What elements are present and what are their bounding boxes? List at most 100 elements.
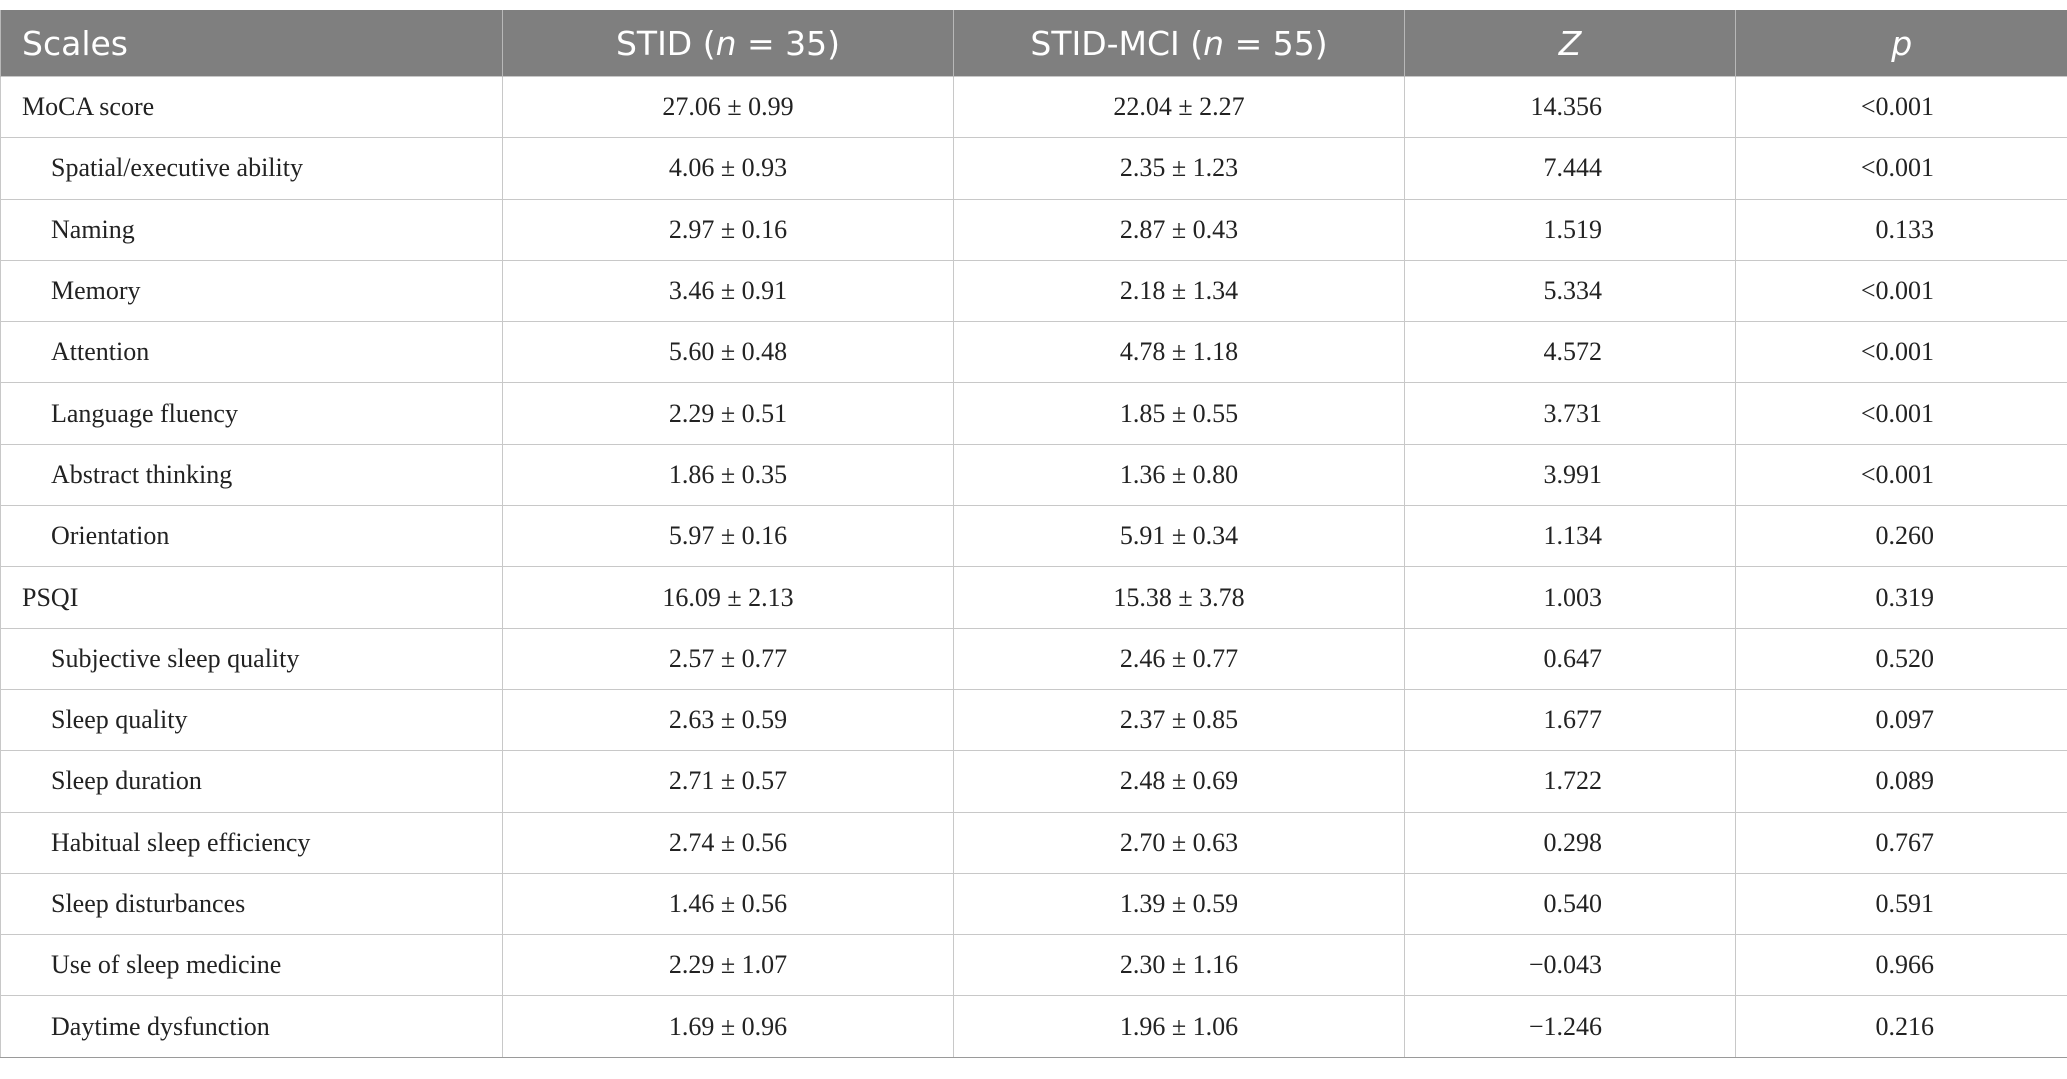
item-row: Subjective sleep quality 2.57 ± 0.77 2.46 … <box>0 627 2067 690</box>
cell: 0.540 <box>1404 872 1736 936</box>
cell: <0.001 <box>1735 259 2067 323</box>
row-label: MoCA score <box>0 75 503 139</box>
cell: 0.647 <box>1404 627 1736 690</box>
cell: 1.36 ± 0.80 <box>953 443 1405 507</box>
cell: 1.722 <box>1404 750 1736 813</box>
cell: 4.78 ± 1.18 <box>953 321 1405 384</box>
cell: 2.63 ± 0.59 <box>502 688 954 752</box>
header-cell: STID (n = 35) <box>502 10 954 77</box>
header-text: n <box>1203 23 1225 63</box>
row-label: Naming <box>0 198 503 261</box>
cell: 3.46 ± 0.91 <box>502 259 954 323</box>
row-label: Attention <box>0 321 503 384</box>
cell: 1.85 ± 0.55 <box>953 382 1405 445</box>
cell: <0.001 <box>1735 382 2067 445</box>
header-text: = 55) <box>1224 23 1328 63</box>
cell: 3.991 <box>1404 443 1736 507</box>
cell: 16.09 ± 2.13 <box>502 566 954 629</box>
row-label: Sleep duration <box>0 750 503 813</box>
header-text: STID ( <box>615 23 716 63</box>
cell: 7.444 <box>1404 137 1736 200</box>
cell: 2.29 ± 0.51 <box>502 382 954 445</box>
section-row: PSQI 16.09 ± 2.13 15.38 ± 3.78 1.003 0.319 <box>0 566 2067 629</box>
header-cell: p <box>1735 10 2067 77</box>
row-label: Abstract thinking <box>0 443 503 507</box>
row-label: PSQI <box>0 566 503 629</box>
cell: 1.003 <box>1404 566 1736 629</box>
row-label: Daytime dysfunction <box>0 995 503 1058</box>
cell: 2.70 ± 0.63 <box>953 811 1405 874</box>
cell: 1.134 <box>1404 505 1736 568</box>
cell: 5.60 ± 0.48 <box>502 321 954 384</box>
cell: 0.520 <box>1735 627 2067 690</box>
header-text: = 35) <box>736 23 841 63</box>
header-cell: Z <box>1404 10 1736 77</box>
cell: 5.91 ± 0.34 <box>953 505 1405 568</box>
cell: 2.57 ± 0.77 <box>502 627 954 690</box>
cell: 0.260 <box>1735 505 2067 568</box>
item-row: Sleep duration 2.71 ± 0.57 2.48 ± 0.69 1.72… <box>0 750 2067 813</box>
item-row: Orientation 5.97 ± 0.16 5.91 ± 0.34 1.134 0.… <box>0 505 2067 568</box>
table-body: MoCA score 27.06 ± 0.99 22.04 ± 2.27 14.356… <box>0 75 2067 1058</box>
cell: 1.86 ± 0.35 <box>502 443 954 507</box>
row-label: Use of sleep medicine <box>0 934 503 997</box>
cell: 1.39 ± 0.59 <box>953 872 1405 936</box>
header-text: p <box>1891 23 1913 63</box>
cell: 4.06 ± 0.93 <box>502 137 954 200</box>
item-row: Daytime dysfunction 1.69 ± 0.96 1.96 ± 1.0… <box>0 995 2067 1058</box>
item-row: Use of sleep medicine 2.29 ± 1.07 2.30 ± 1… <box>0 934 2067 997</box>
cell: 2.35 ± 1.23 <box>953 137 1405 200</box>
row-label: Sleep disturbances <box>0 872 503 936</box>
header-text: n <box>715 23 737 63</box>
cell: 1.519 <box>1404 198 1736 261</box>
row-label: Sleep quality <box>0 688 503 752</box>
header-cell: STID-MCI (n = 55) <box>953 10 1405 77</box>
cell: 2.30 ± 1.16 <box>953 934 1405 997</box>
cell: 1.69 ± 0.96 <box>502 995 954 1058</box>
cell: 5.97 ± 0.16 <box>502 505 954 568</box>
cell: <0.001 <box>1735 443 2067 507</box>
cell: 0.133 <box>1735 198 2067 261</box>
cell: <0.001 <box>1735 75 2067 139</box>
cell: 0.591 <box>1735 872 2067 936</box>
cell: 15.38 ± 3.78 <box>953 566 1405 629</box>
cell: 22.04 ± 2.27 <box>953 75 1405 139</box>
cell: 0.319 <box>1735 566 2067 629</box>
cell: 0.089 <box>1735 750 2067 813</box>
item-row: Memory 3.46 ± 0.91 2.18 ± 1.34 5.334 <0.001 <box>0 259 2067 323</box>
cell: 0.298 <box>1404 811 1736 874</box>
row-label: Orientation <box>0 505 503 568</box>
row-label: Memory <box>0 259 503 323</box>
row-label: Subjective sleep quality <box>0 627 503 690</box>
cell: 1.96 ± 1.06 <box>953 995 1405 1058</box>
cell: 1.46 ± 0.56 <box>502 872 954 936</box>
item-row: Sleep disturbances 1.46 ± 0.56 1.39 ± 0.59… <box>0 872 2067 936</box>
cell: <0.001 <box>1735 321 2067 384</box>
item-row: Language fluency 2.29 ± 0.51 1.85 ± 0.55 3.… <box>0 382 2067 445</box>
row-label: Habitual sleep efficiency <box>0 811 503 874</box>
item-row: Spatial/executive ability 4.06 ± 0.93 2.35… <box>0 137 2067 200</box>
cell: −1.246 <box>1404 995 1736 1058</box>
cell: 0.097 <box>1735 688 2067 752</box>
section-row: MoCA score 27.06 ± 0.99 22.04 ± 2.27 14.356… <box>0 75 2067 139</box>
cell: 0.966 <box>1735 934 2067 997</box>
cell: 27.06 ± 0.99 <box>502 75 954 139</box>
cell: 0.767 <box>1735 811 2067 874</box>
cell: 2.46 ± 0.77 <box>953 627 1405 690</box>
item-row: Abstract thinking 1.86 ± 0.35 1.36 ± 0.80 3… <box>0 443 2067 507</box>
cell: <0.001 <box>1735 137 2067 200</box>
cell: 1.677 <box>1404 688 1736 752</box>
item-row: Naming 2.97 ± 0.16 2.87 ± 0.43 1.519 0.133 <box>0 198 2067 261</box>
header-cell: Scales <box>0 10 503 77</box>
cell: 2.71 ± 0.57 <box>502 750 954 813</box>
row-label: Language fluency <box>0 382 503 445</box>
cell: 2.29 ± 1.07 <box>502 934 954 997</box>
item-row: Attention 5.60 ± 0.48 4.78 ± 1.18 4.572 <0.0… <box>0 321 2067 384</box>
header-text: Scales <box>22 23 128 63</box>
cell: 3.731 <box>1404 382 1736 445</box>
row-label: Spatial/executive ability <box>0 137 503 200</box>
cell: 5.334 <box>1404 259 1736 323</box>
